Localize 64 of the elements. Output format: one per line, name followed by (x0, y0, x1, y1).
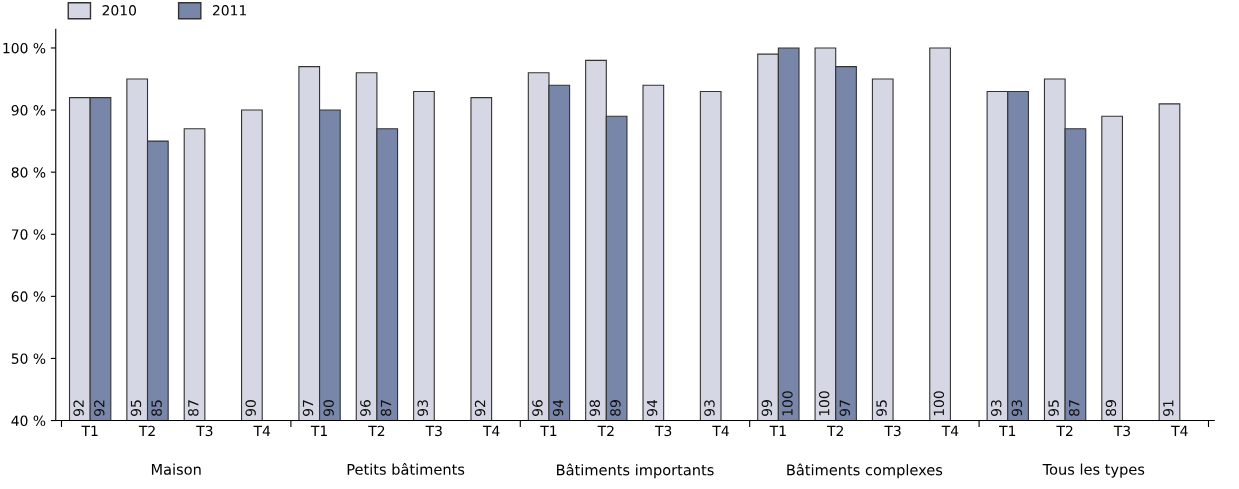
x-tick-label: T1 (310, 425, 327, 436)
y-tick-label: 70 % (11, 229, 46, 240)
data-label: 100 (933, 391, 945, 416)
data-label: 98 (589, 400, 601, 416)
x-tick-label: T3 (654, 425, 672, 437)
y-tick-label: 80 % (11, 167, 46, 178)
data-label: 89 (610, 400, 621, 416)
data-label: 92 (474, 400, 486, 416)
x-tick-label: T1 (81, 425, 98, 436)
data-label: 99 (761, 400, 773, 416)
data-label: 91 (1163, 400, 1174, 416)
y-tick-label: 50 % (11, 353, 46, 364)
data-label: 87 (380, 400, 392, 416)
data-label: 90 (323, 400, 334, 416)
y-tick-label: 60 % (11, 291, 46, 302)
data-label: 89 (1105, 400, 1117, 416)
data-label: 93 (1011, 400, 1023, 416)
data-label: 96 (532, 400, 543, 416)
text: Petits bâtiments (347, 462, 465, 475)
x-tick-label: T3 (1113, 425, 1131, 437)
y-tick-label: 100 % (3, 42, 46, 54)
legend-label: 2011 (212, 5, 246, 16)
x-tick-label: T4 (1171, 425, 1188, 436)
x-tick-label: T3 (884, 425, 901, 437)
y-tick-label: 90 % (11, 105, 46, 116)
data-label: 93 (417, 400, 428, 416)
x-tick-label: T1 (999, 425, 1016, 436)
data-label: 95 (1048, 400, 1059, 416)
data-label: 87 (188, 400, 199, 416)
data-label: 93 (704, 400, 715, 416)
data-label: 92 (94, 400, 105, 416)
data-label: 93 (990, 400, 1002, 416)
text: Maison (151, 463, 201, 475)
data-label: 97 (839, 400, 851, 416)
x-tick-label: T3 (196, 425, 213, 437)
data-label: 92 (73, 400, 84, 416)
text: Bâtiments complexes (787, 463, 943, 479)
x-tick-label: T2 (597, 425, 614, 436)
data-label: 94 (646, 399, 658, 416)
data-label: 87 (1068, 400, 1080, 416)
data-label: 95 (130, 400, 142, 416)
data-label: 96 (360, 400, 371, 416)
x-tick-label: T2 (138, 425, 155, 436)
x-tick-label: T2 (1056, 425, 1073, 436)
x-tick-label: T3 (425, 425, 442, 437)
data-label: 94 (552, 399, 564, 416)
data-label: 97 (302, 400, 314, 416)
text: Bâtiments importants (557, 463, 714, 479)
data-label: 95 (876, 400, 887, 416)
x-tick-label: T4 (712, 425, 729, 436)
data-label: 90 (245, 400, 256, 416)
x-tick-label: T1 (769, 425, 786, 436)
data-label: 85 (151, 400, 162, 416)
y-tick-label: 40 % (11, 415, 46, 427)
data-label: 100 (818, 391, 830, 416)
x-tick-label: T1 (540, 425, 557, 436)
x-tick-label: T4 (482, 425, 500, 436)
x-tick-label: T2 (368, 425, 385, 436)
data-label: 100 (782, 391, 793, 416)
text: Tous les types (1042, 463, 1145, 478)
x-tick-label: T2 (827, 425, 843, 436)
legend-label: 2010 (102, 5, 137, 16)
x-tick-label: T4 (941, 425, 959, 436)
x-tick-label: T4 (253, 425, 271, 436)
